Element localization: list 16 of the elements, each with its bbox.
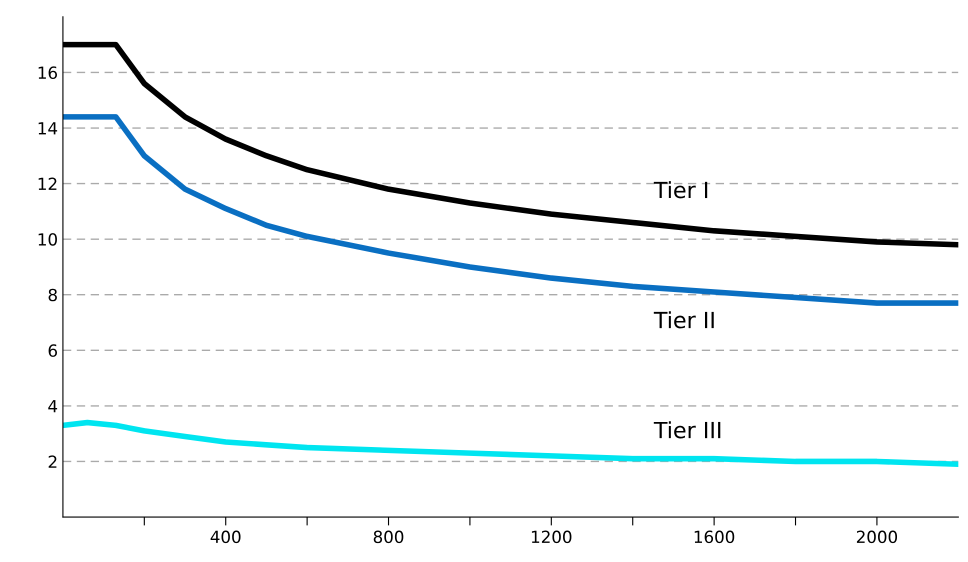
- y-tick-label: 2: [48, 455, 56, 468]
- y-tick-label: 12: [38, 178, 56, 190]
- y-tick-label: 10: [38, 233, 57, 246]
- x-tick-label: 1600: [694, 530, 734, 544]
- y-tick-label: 16: [38, 66, 58, 80]
- x-tick-label: 800: [374, 530, 404, 544]
- annotation: Tier II: [654, 311, 714, 328]
- y-tick-label: 4: [48, 400, 58, 412]
- x-tick-label: 1200: [532, 530, 572, 544]
- annotation: Tier I: [654, 181, 708, 198]
- y-tick-label: 6: [48, 344, 58, 357]
- y-tick-label: 8: [48, 288, 57, 302]
- x-tick-label: 2000: [856, 530, 898, 544]
- x-tick-label: 400: [210, 530, 241, 544]
- y-tick-label: 14: [38, 122, 58, 134]
- annotation: Tier III: [654, 421, 720, 438]
